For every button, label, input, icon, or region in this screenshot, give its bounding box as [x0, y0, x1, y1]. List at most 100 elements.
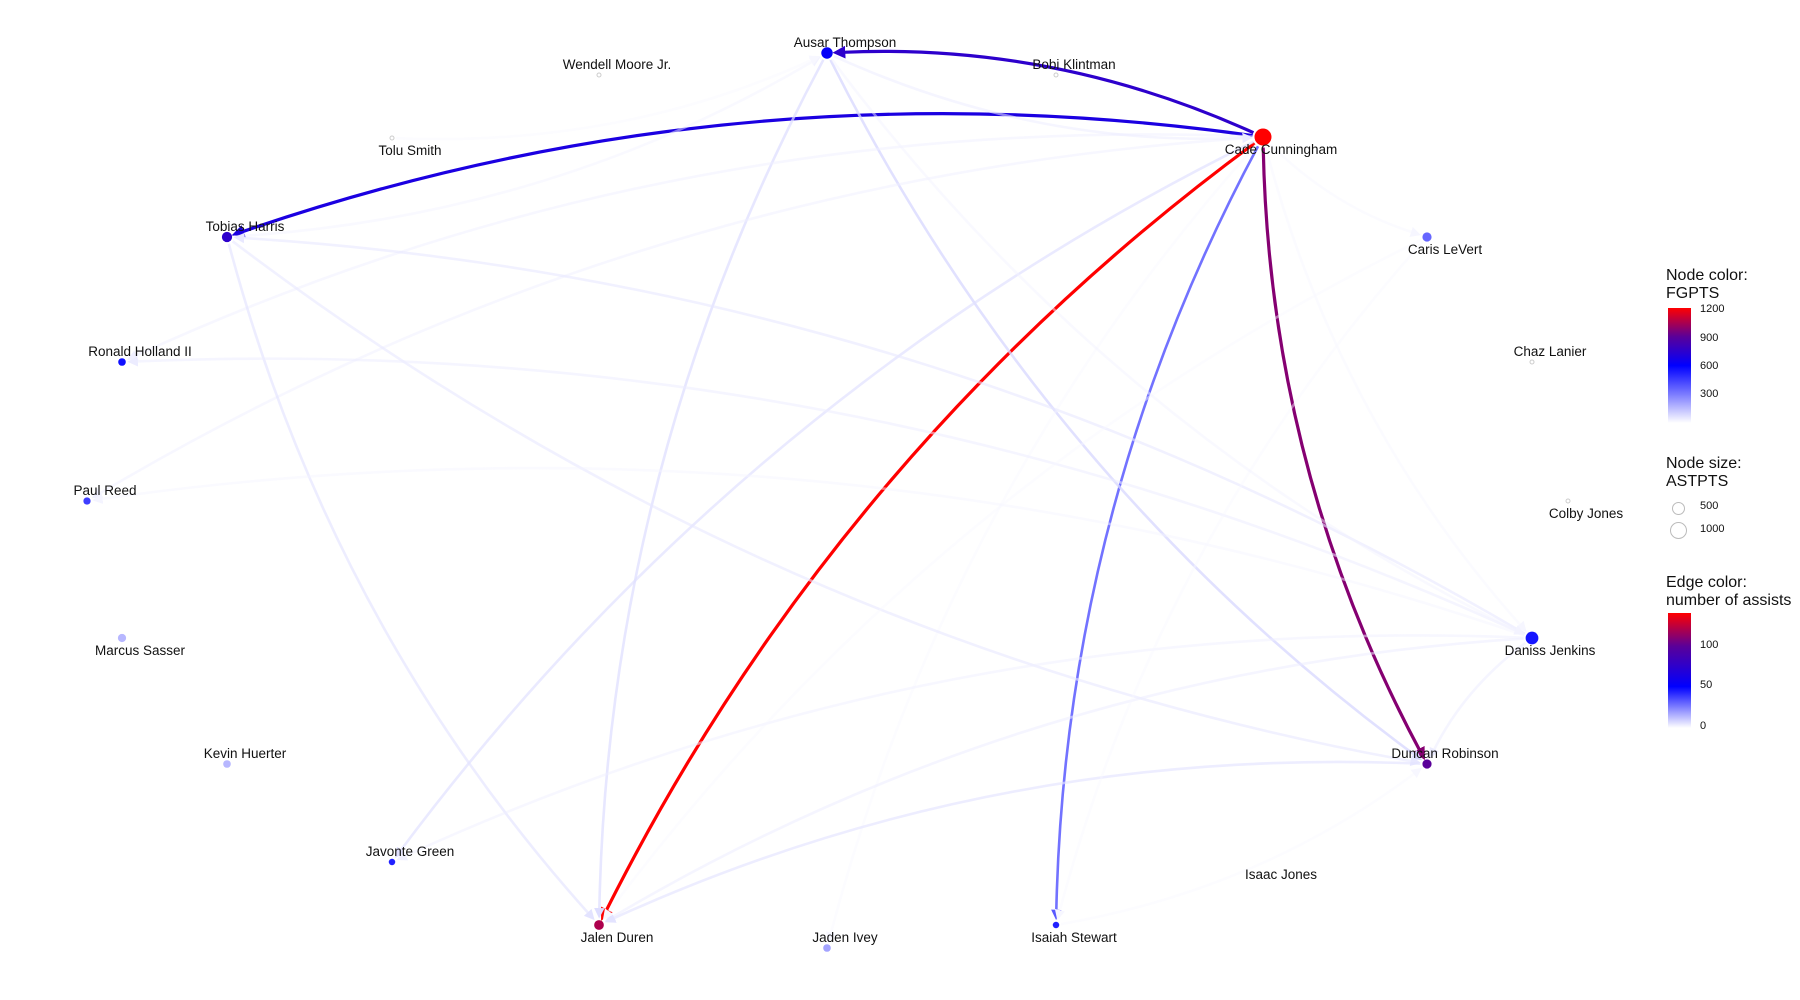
node-circle [1052, 921, 1060, 929]
node-label: Colby Jones [1549, 506, 1624, 521]
edge-ausar-thompson-to-daniss-jenkins [830, 58, 1525, 635]
edge-cade-cunningham-to-daniss-jenkins [1264, 146, 1527, 632]
edge-isaiah-stewart-to-duncan-robinson [1060, 767, 1422, 926]
edge-daniss-jenkins-to-jalen-duren [604, 637, 1524, 922]
node-kevin-huerter: Kevin Huerter [204, 746, 287, 768]
node-label: Isaac Jones [1245, 867, 1317, 882]
node-color-tick: 900 [1700, 332, 1719, 344]
node-circle [1422, 232, 1432, 242]
edge-color-tick: 50 [1700, 679, 1713, 691]
node-label: Chaz Lanier [1514, 344, 1587, 359]
edge-ausar-thompson-to-duncan-robinson [829, 59, 1422, 761]
node-label: Paul Reed [73, 483, 136, 498]
node-circle [221, 231, 233, 243]
node-marcus-sasser: Marcus Sasser [95, 633, 186, 658]
node-wendell-moore-jr: Wendell Moore Jr. [563, 57, 672, 78]
node-label: Ausar Thompson [794, 35, 897, 50]
node-ronald-holland-ii: Ronald Holland II [88, 344, 192, 366]
node-circle [821, 47, 833, 59]
edge-cade-cunningham-to-caris-levert [1269, 143, 1422, 237]
edge-cade-cunningham-to-ausar-thompson [832, 45, 1255, 135]
legend-node-size: Node size: ASTPTS [1666, 455, 1742, 491]
edge-color-bar [1668, 613, 1691, 728]
node-circle [1422, 759, 1432, 769]
legend-edge-color-title-2: number of assists [1666, 592, 1792, 609]
node-label: Kevin Huerter [204, 746, 287, 761]
edge-daniss-jenkins-to-ronald-holland-ii [127, 356, 1525, 636]
node-label: Isaiah Stewart [1031, 930, 1117, 945]
node-label: Wendell Moore Jr. [563, 57, 672, 72]
edge-caris-levert-to-jalen-duren [602, 238, 1422, 920]
edge-daniss-jenkins-to-tobias-harris [233, 232, 1526, 635]
node-color-tick: 1200 [1700, 303, 1725, 315]
node-javonte-green: Javonte Green [366, 844, 455, 866]
node-circle [118, 358, 126, 366]
legend-node-color: Node color: FGPTS [1666, 267, 1748, 303]
node-circle [823, 944, 831, 952]
edge-ausar-thompson-to-jalen-duren [594, 59, 825, 919]
node-circle [1529, 359, 1535, 365]
node-color-tick: 300 [1700, 388, 1719, 400]
node-jaden-ivey: Jaden Ivey [812, 930, 878, 952]
legend-edge-color-title-1: Edge color: [1666, 574, 1747, 591]
edge-caris-levert-to-isaiah-stewart [1054, 241, 1424, 921]
node-circle [117, 633, 127, 643]
node-label: Bobi Klintman [1032, 57, 1115, 72]
node-label: Jalen Duren [581, 930, 654, 945]
node-paul-reed: Paul Reed [73, 483, 137, 505]
node-caris-levert: Caris LeVert [1408, 232, 1483, 257]
node-duncan-robinson: Duncan Robinson [1391, 746, 1499, 769]
edge-color-tick: 100 [1700, 639, 1719, 651]
edge-cade-cunningham-to-tobias-harris [231, 112, 1253, 238]
edge-tobias-harris-to-duncan-robinson [231, 240, 1421, 767]
legend-node-color-title-2: FGPTS [1666, 285, 1720, 302]
node-circle [223, 760, 231, 768]
legend-edge-color: Edge color: number of assists [1666, 574, 1791, 610]
edge-cade-cunningham-to-ronald-holland-ii [126, 133, 1253, 361]
node-label: Marcus Sasser [95, 643, 186, 658]
node-label: Javonte Green [366, 844, 455, 859]
legend-node-size-title-1: Node size: [1666, 455, 1742, 472]
node-color-tick: 600 [1700, 360, 1719, 372]
node-circle [594, 920, 604, 930]
node-size-label: 1000 [1700, 523, 1725, 535]
node-ausar-thompson: Ausar Thompson [794, 35, 897, 59]
edge-ausar-thompson-to-cade-cunningham [833, 55, 1253, 144]
edge-duncan-robinson-to-jalen-duren [604, 760, 1421, 923]
size-circle-1000 [1670, 522, 1687, 539]
legend-node-size-title-2: ASTPTS [1666, 473, 1729, 490]
node-circle [1565, 498, 1571, 504]
node-isaac-jones: Isaac Jones [1245, 867, 1317, 882]
node-label: Duncan Robinson [1391, 746, 1498, 761]
node-circle [83, 497, 91, 505]
node-circle [389, 135, 395, 141]
node-tolu-smith: Tolu Smith [378, 135, 442, 158]
edge-cade-cunningham-to-isaiah-stewart [1051, 145, 1260, 921]
node-jalen-duren: Jalen Duren [581, 920, 654, 945]
node-cade-cunningham: Cade Cunningham [1225, 128, 1338, 157]
edge-daniss-jenkins-to-paul-reed [92, 466, 1525, 637]
node-circle [1053, 72, 1059, 78]
node-chaz-lanier: Chaz Lanier [1514, 344, 1587, 365]
node-label: Jaden Ivey [812, 930, 878, 945]
edge-cade-cunningham-to-jaden-ivey [826, 143, 1257, 943]
legend-node-color-title-1: Node color: [1666, 267, 1748, 284]
node-label: Cade Cunningham [1225, 142, 1338, 157]
edges-layer [91, 45, 1527, 943]
edge-tobias-harris-to-ausar-thompson [234, 56, 821, 238]
node-label: Caris LeVert [1408, 242, 1483, 257]
node-size-label: 500 [1700, 500, 1719, 512]
edge-tobias-harris-to-jalen-duren [227, 243, 595, 921]
node-daniss-jenkins: Daniss Jenkins [1505, 631, 1596, 658]
node-colby-jones: Colby Jones [1549, 498, 1624, 521]
edge-cade-cunningham-to-paul-reed [91, 136, 1253, 499]
edge-cade-cunningham-to-javonte-green [394, 140, 1255, 859]
edge-cade-cunningham-to-duncan-robinson [1261, 147, 1425, 761]
nodes-layer: Ausar Thompson Wendell Moore Jr. Bobi Klin… [73, 35, 1623, 952]
node-label: Daniss Jenkins [1505, 643, 1596, 658]
node-circle [1525, 631, 1539, 645]
node-label: Ronald Holland II [88, 344, 192, 359]
edge-daniss-jenkins-to-duncan-robinson [1429, 641, 1527, 759]
edge-daniss-jenkins-to-javonte-green [396, 634, 1524, 861]
edge-color-tick: 0 [1700, 720, 1707, 732]
